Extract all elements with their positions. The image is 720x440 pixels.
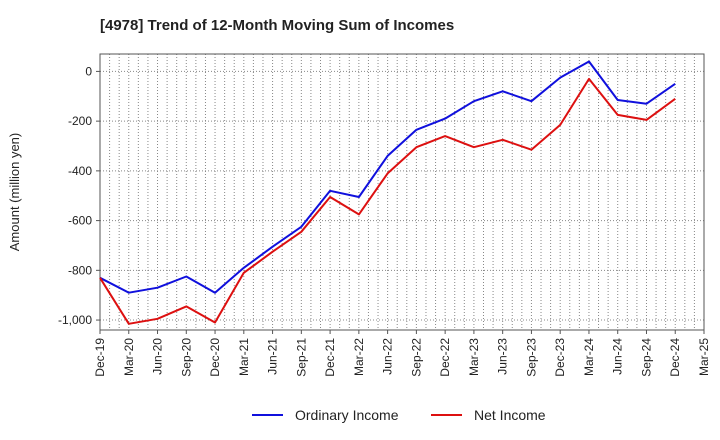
x-tick-label: Jun-20 [151,338,165,375]
x-tick-label: Dec-22 [438,338,452,377]
x-tick-label: Dec-19 [93,338,107,377]
x-tick-label: Dec-21 [323,338,337,377]
y-tick-label: 0 [85,64,92,78]
x-tick-label: Sep-24 [639,338,653,377]
y-tick-label: -400 [68,164,92,178]
legend-label-net-income: Net Income [474,407,546,423]
y-tick-label: -200 [68,114,92,128]
y-axis-label: Amount (million yen) [7,133,22,252]
x-tick-label: Sep-23 [524,338,538,377]
grid [100,54,704,330]
y-axis: 0 -200 -400 -600 -800 -1,000 [58,64,100,327]
series-line-ordinary-income [99,60,676,294]
y-tick-label: -800 [68,263,92,277]
plot-frame [99,53,705,331]
x-tick-label: Mar-24 [582,338,596,376]
x-tick-label: Jun-23 [496,338,510,375]
x-tick-label: Mar-22 [352,338,366,376]
x-tick-label: Jun-21 [266,338,280,375]
legend-label-ordinary-income: Ordinary Income [295,407,399,423]
x-tick-label: Sep-21 [294,338,308,377]
x-tick-label: Mar-25 [697,338,711,376]
x-tick-label: Dec-23 [553,338,567,377]
x-tick-label: Sep-20 [179,338,193,377]
series-line-net-income [99,77,676,325]
x-tick-label: Mar-21 [237,338,251,376]
x-tick-label: Dec-20 [208,338,222,377]
x-tick-label: Mar-20 [122,338,136,376]
x-tick-label: Mar-23 [467,338,481,376]
chart-title: [4978] Trend of 12-Month Moving Sum of I… [100,17,454,34]
x-tick-label: Dec-24 [668,338,682,377]
legend: Ordinary Income Net Income [252,407,546,423]
y-tick-label: -600 [68,214,92,228]
x-tick-label: Sep-22 [409,338,423,377]
x-tick-label: Jun-24 [611,338,625,375]
y-tick-label: -1,000 [58,313,92,327]
series-group [99,60,676,325]
x-axis: Dec-19 Mar-20 Jun-20 Sep-20 Dec-20 Mar-21 Jun-… [93,330,711,377]
x-tick-label: Jun-22 [381,338,395,375]
